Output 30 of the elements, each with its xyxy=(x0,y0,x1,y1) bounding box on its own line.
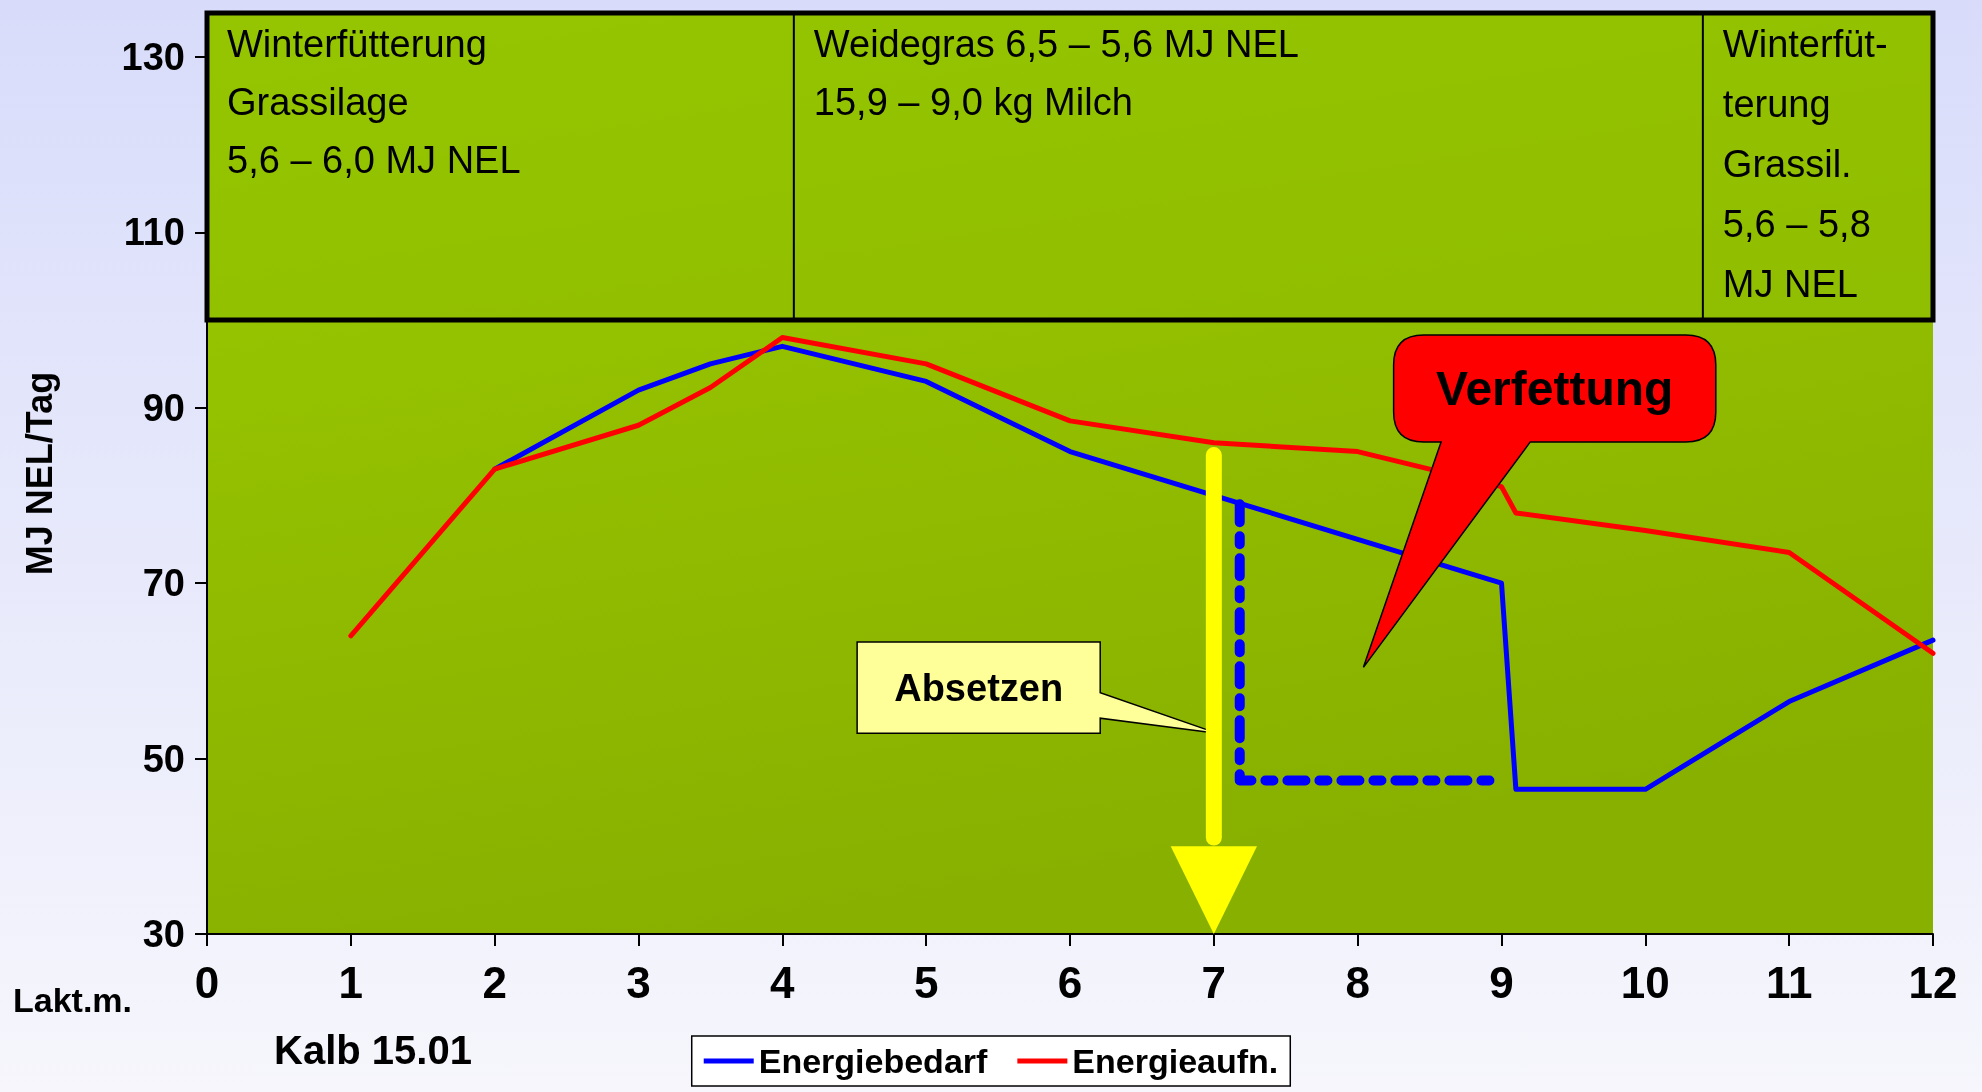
x-tick-label: 11 xyxy=(1765,957,1813,1007)
x-tick-label: 12 xyxy=(1908,957,1958,1007)
x-tick-label: 10 xyxy=(1620,957,1670,1007)
speech-bubble: Verfettung xyxy=(1362,334,1717,669)
annotation: Absetzen xyxy=(894,666,1064,709)
y-tick-label: 50 xyxy=(142,737,185,780)
y-tick-label: 70 xyxy=(142,562,185,605)
x-tick-label: 9 xyxy=(1489,957,1514,1007)
x-tick-label: 2 xyxy=(482,957,507,1007)
text: Kalb 15.01 xyxy=(274,1028,472,1072)
annotation: Weidegras 6,5 – 5,6 MJ NEL 15,9 – 9,0 kg Milch xyxy=(813,23,1299,123)
legend-label: Energiebedarf xyxy=(758,1042,989,1080)
y-tick-label: 90 xyxy=(142,386,185,429)
legend-label: Energieaufn. xyxy=(1072,1042,1279,1080)
x-axis-title: Lakt.m. xyxy=(13,981,133,1019)
x-tick-label: 7 xyxy=(1201,957,1227,1007)
y-tick-label: 130 xyxy=(121,35,185,78)
x-tick-label: 3 xyxy=(626,957,651,1007)
x-tick-label: 5 xyxy=(913,957,939,1007)
y-tick-label: 30 xyxy=(142,913,185,955)
x-tick-label: 1 xyxy=(338,957,364,1007)
x-tick-label: 4 xyxy=(770,957,796,1007)
x-tick-label: 0 xyxy=(194,957,220,1007)
annotation: Verfettung xyxy=(1436,362,1674,416)
y-axis-title: MJ NEL/Tag xyxy=(18,371,60,576)
annotation: Winterfüt- terung Grassil. 5,6 – 5,8 MJ NEL xyxy=(1722,23,1888,305)
annotation: Winterfütterung Grassilage 5,6 – 6,0 MJ NEL xyxy=(227,23,521,181)
y-tick-label: 110 xyxy=(123,211,185,254)
x-tick-label: 8 xyxy=(1345,957,1370,1007)
x-tick-label: 6 xyxy=(1057,957,1083,1007)
